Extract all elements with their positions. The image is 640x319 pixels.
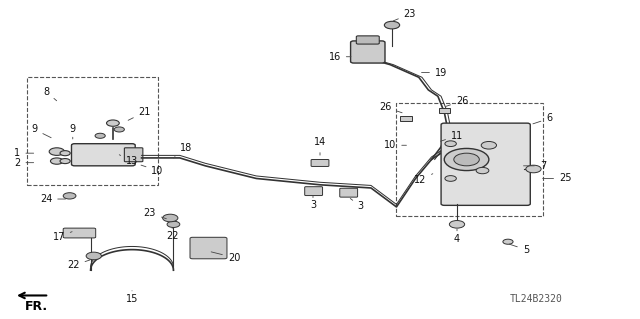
Circle shape bbox=[476, 167, 489, 174]
Text: 25: 25 bbox=[543, 174, 572, 183]
Circle shape bbox=[163, 214, 178, 222]
FancyBboxPatch shape bbox=[438, 108, 450, 113]
Text: 6: 6 bbox=[533, 113, 552, 124]
Circle shape bbox=[86, 252, 101, 260]
Text: 24: 24 bbox=[40, 194, 65, 204]
Text: 10: 10 bbox=[141, 165, 164, 175]
FancyBboxPatch shape bbox=[305, 187, 323, 196]
Text: 1: 1 bbox=[14, 148, 34, 158]
Circle shape bbox=[167, 221, 180, 227]
Circle shape bbox=[444, 148, 489, 171]
FancyBboxPatch shape bbox=[124, 148, 143, 162]
Text: 2: 2 bbox=[14, 158, 34, 168]
Text: 21: 21 bbox=[128, 107, 151, 120]
Text: 23: 23 bbox=[143, 208, 166, 219]
Text: 13: 13 bbox=[119, 155, 138, 166]
Text: 17: 17 bbox=[52, 232, 72, 242]
Circle shape bbox=[63, 193, 76, 199]
Text: 16: 16 bbox=[328, 52, 351, 62]
Circle shape bbox=[106, 120, 119, 126]
Text: 5: 5 bbox=[509, 244, 529, 255]
Text: 26: 26 bbox=[445, 96, 468, 107]
Text: 12: 12 bbox=[414, 174, 433, 185]
Circle shape bbox=[49, 148, 65, 155]
Circle shape bbox=[503, 239, 513, 244]
FancyBboxPatch shape bbox=[356, 36, 380, 44]
Text: 3: 3 bbox=[310, 196, 316, 210]
Circle shape bbox=[526, 165, 541, 173]
Circle shape bbox=[95, 133, 105, 138]
FancyBboxPatch shape bbox=[441, 123, 531, 205]
Text: 18: 18 bbox=[173, 144, 192, 158]
Circle shape bbox=[114, 127, 124, 132]
FancyBboxPatch shape bbox=[190, 237, 227, 259]
Text: 23: 23 bbox=[394, 9, 416, 21]
Text: 14: 14 bbox=[314, 137, 326, 155]
Circle shape bbox=[454, 153, 479, 166]
FancyBboxPatch shape bbox=[400, 115, 412, 121]
Text: 20: 20 bbox=[211, 252, 240, 263]
Text: 22: 22 bbox=[67, 260, 90, 271]
Text: 26: 26 bbox=[380, 102, 402, 113]
Circle shape bbox=[51, 158, 63, 164]
Text: 11: 11 bbox=[440, 131, 463, 141]
FancyBboxPatch shape bbox=[311, 160, 329, 167]
Text: 10: 10 bbox=[384, 140, 406, 150]
Circle shape bbox=[449, 220, 465, 228]
Text: 19: 19 bbox=[422, 68, 447, 78]
FancyBboxPatch shape bbox=[340, 188, 358, 197]
FancyBboxPatch shape bbox=[351, 41, 385, 63]
Circle shape bbox=[445, 141, 456, 146]
FancyBboxPatch shape bbox=[72, 144, 135, 166]
Text: 15: 15 bbox=[126, 291, 138, 304]
Circle shape bbox=[60, 151, 70, 156]
Circle shape bbox=[445, 176, 456, 181]
FancyBboxPatch shape bbox=[63, 228, 96, 238]
Text: 4: 4 bbox=[454, 229, 460, 243]
Circle shape bbox=[60, 159, 70, 164]
Text: 9: 9 bbox=[70, 124, 76, 139]
Text: 7: 7 bbox=[524, 161, 546, 171]
Text: TL24B2320: TL24B2320 bbox=[510, 293, 563, 304]
Circle shape bbox=[385, 21, 399, 29]
Text: 22: 22 bbox=[166, 228, 179, 241]
Text: 8: 8 bbox=[43, 86, 56, 101]
Text: 9: 9 bbox=[31, 124, 51, 138]
Circle shape bbox=[481, 141, 497, 149]
Text: FR.: FR. bbox=[25, 300, 48, 313]
Text: 3: 3 bbox=[350, 198, 364, 211]
